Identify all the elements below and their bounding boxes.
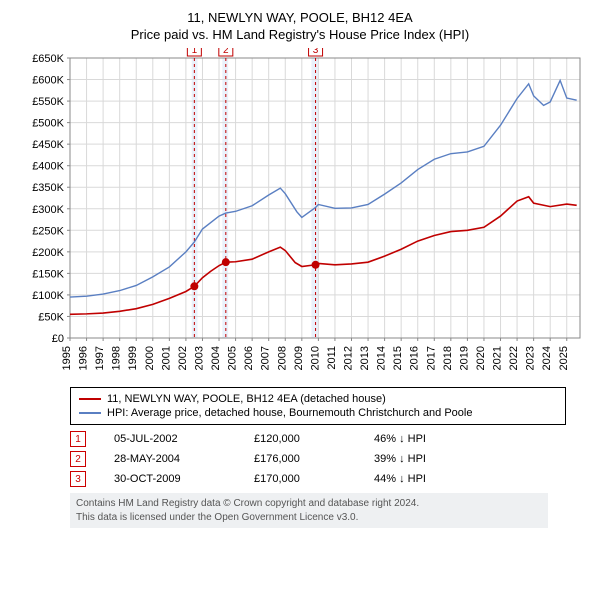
svg-text:2014: 2014 [376,346,388,370]
svg-text:2005: 2005 [227,346,239,370]
svg-text:1: 1 [192,48,198,56]
sale-marker-badge: 2 [70,451,86,467]
svg-text:£300K: £300K [32,204,64,216]
svg-text:2000: 2000 [144,346,156,370]
svg-text:2013: 2013 [359,346,371,370]
svg-text:2025: 2025 [558,346,570,370]
svg-text:2024: 2024 [541,346,553,370]
legend-item-property: 11, NEWLYN WAY, POOLE, BH12 4EA (detache… [79,392,557,406]
svg-text:1997: 1997 [94,346,106,370]
svg-text:£450K: £450K [32,139,64,151]
sale-vs-hpi: 44% ↓ HPI [374,473,426,485]
svg-text:£550K: £550K [32,96,64,108]
svg-text:2006: 2006 [243,346,255,370]
legend: 11, NEWLYN WAY, POOLE, BH12 4EA (detache… [70,387,566,425]
sale-price: £176,000 [254,453,374,465]
svg-text:1995: 1995 [61,346,73,370]
svg-text:2: 2 [223,48,229,56]
svg-text:2009: 2009 [293,346,305,370]
legend-label: HPI: Average price, detached house, Bour… [107,407,472,419]
svg-text:£100K: £100K [32,290,64,302]
sale-date: 05-JUL-2002 [114,433,254,445]
svg-text:2011: 2011 [326,346,338,370]
svg-text:2017: 2017 [425,346,437,370]
legend-swatch [79,398,101,400]
sale-event-row: 1 05-JUL-2002 £120,000 46% ↓ HPI [70,429,548,449]
title-line2: Price paid vs. HM Land Registry's House … [10,27,590,42]
svg-text:3: 3 [313,48,319,56]
chart-title-block: 11, NEWLYN WAY, POOLE, BH12 4EA Price pa… [10,10,590,42]
sale-marker-badge: 1 [70,431,86,447]
svg-text:2021: 2021 [492,346,504,370]
svg-text:2020: 2020 [475,346,487,370]
svg-text:£250K: £250K [32,225,64,237]
sale-price: £170,000 [254,473,374,485]
svg-text:£400K: £400K [32,161,64,173]
svg-text:2015: 2015 [392,346,404,370]
svg-text:1998: 1998 [111,346,123,370]
svg-text:2010: 2010 [309,346,321,370]
sale-date: 28-MAY-2004 [114,453,254,465]
sale-event-row: 3 30-OCT-2009 £170,000 44% ↓ HPI [70,469,548,489]
title-line1: 11, NEWLYN WAY, POOLE, BH12 4EA [10,10,590,25]
price-vs-hpi-chart: £0 £50K £100K £150K £200K £250K £300K £350K £400… [10,48,590,381]
svg-text:2001: 2001 [160,346,172,370]
svg-text:2022: 2022 [508,346,520,370]
svg-text:2023: 2023 [525,346,537,370]
sale-event-row: 2 28-MAY-2004 £176,000 39% ↓ HPI [70,449,548,469]
attribution-line: This data is licensed under the Open Gov… [76,511,542,525]
svg-text:£150K: £150K [32,268,64,280]
svg-text:2007: 2007 [260,346,272,370]
sale-date: 30-OCT-2009 [114,473,254,485]
svg-text:£600K: £600K [32,75,64,87]
svg-text:2002: 2002 [177,346,189,370]
sale-marker-badge: 3 [70,471,86,487]
sale-price: £120,000 [254,433,374,445]
svg-text:£350K: £350K [32,182,64,194]
sale-vs-hpi: 39% ↓ HPI [374,453,426,465]
sale-events-table: 1 05-JUL-2002 £120,000 46% ↓ HPI 2 28-MA… [70,429,548,489]
svg-text:£50K: £50K [38,311,64,323]
svg-text:£500K: £500K [32,118,64,130]
svg-text:2016: 2016 [409,346,421,370]
legend-item-hpi: HPI: Average price, detached house, Bour… [79,406,557,420]
svg-text:£650K: £650K [32,53,64,65]
svg-text:2003: 2003 [193,346,205,370]
svg-text:£0: £0 [52,333,64,345]
attribution-line: Contains HM Land Registry data © Crown c… [76,497,542,511]
data-attribution: Contains HM Land Registry data © Crown c… [70,493,548,528]
svg-text:1999: 1999 [127,346,139,370]
svg-text:2004: 2004 [210,346,222,370]
svg-text:2008: 2008 [276,346,288,370]
svg-text:£200K: £200K [32,247,64,259]
svg-text:2018: 2018 [442,346,454,370]
legend-label: 11, NEWLYN WAY, POOLE, BH12 4EA (detache… [107,393,386,405]
legend-swatch [79,412,101,414]
svg-text:2012: 2012 [342,346,354,370]
sale-vs-hpi: 46% ↓ HPI [374,433,426,445]
svg-text:2019: 2019 [458,346,470,370]
svg-text:1996: 1996 [78,346,90,370]
